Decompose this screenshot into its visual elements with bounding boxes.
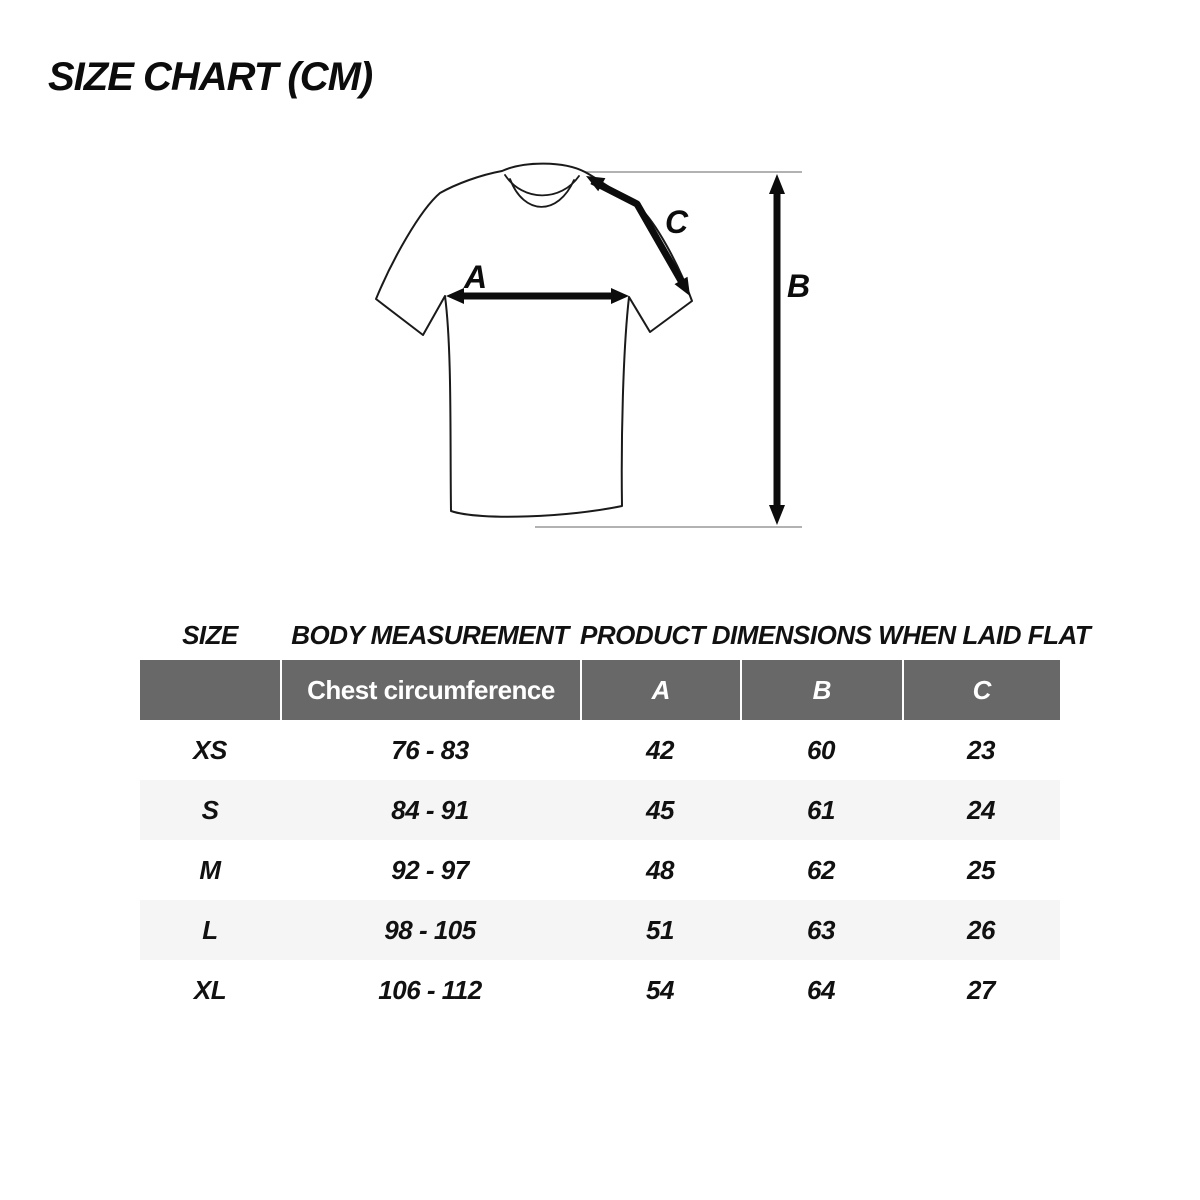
dim-c-value: 25 xyxy=(967,854,995,885)
size-cell: XS xyxy=(193,734,227,765)
size-table-subheader-row: Chest circumference A B C xyxy=(140,660,1060,720)
chest-value: 84 - 91 xyxy=(391,794,469,825)
dim-a-value: 48 xyxy=(646,854,674,885)
diagram-label-b: B xyxy=(787,268,810,304)
dim-b-value: 63 xyxy=(807,914,835,945)
dim-b-value: 61 xyxy=(807,794,835,825)
dim-a-value: 42 xyxy=(646,734,674,765)
dim-a-value: 51 xyxy=(646,914,674,945)
table-row-m: M 92 - 97 48 62 25 xyxy=(140,840,1060,900)
table-row-xl: XL 106 - 112 54 64 27 xyxy=(140,960,1060,1020)
page-title: SIZE CHART (CM) xyxy=(48,55,373,99)
header-product-dimensions: PRODUCT DIMENSIONS WHEN LAID FLAT xyxy=(580,619,1091,650)
table-row-s: S 84 - 91 45 61 24 xyxy=(140,780,1060,840)
size-cell: XL xyxy=(193,974,227,1005)
table-row-xs: XS 76 - 83 42 60 23 xyxy=(140,720,1060,780)
arrow-c xyxy=(586,176,690,296)
dim-b-value: 60 xyxy=(807,734,835,765)
subheader-col-b: B xyxy=(740,660,902,720)
size-cell: L xyxy=(202,914,218,945)
chest-value: 106 - 112 xyxy=(378,974,482,1005)
arrow-a xyxy=(446,288,629,304)
size-table: SIZE BODY MEASUREMENT PRODUCT DIMENSIONS… xyxy=(140,610,1091,1020)
dim-b-value: 62 xyxy=(807,854,835,885)
header-body-measurement: BODY MEASUREMENT xyxy=(291,619,569,650)
diagram-label-a: A xyxy=(463,259,487,295)
header-size: SIZE xyxy=(182,619,238,650)
dim-a-value: 54 xyxy=(646,974,674,1005)
diagram-label-c: C xyxy=(665,204,689,240)
chest-value: 98 - 105 xyxy=(384,914,476,945)
subheader-col-c: C xyxy=(902,660,1060,720)
chest-value: 76 - 83 xyxy=(391,734,469,765)
arrow-b xyxy=(769,174,785,525)
subheader-empty-cell xyxy=(140,660,280,720)
chest-value: 92 - 97 xyxy=(391,854,469,885)
dim-c-value: 23 xyxy=(967,734,995,765)
size-cell: S xyxy=(201,794,219,825)
dim-c-value: 26 xyxy=(967,914,995,945)
dim-a-value: 45 xyxy=(646,794,674,825)
tshirt-collar-opening xyxy=(509,178,575,208)
dim-b-value: 64 xyxy=(807,974,835,1005)
dim-c-value: 24 xyxy=(967,794,995,825)
dim-c-value: 27 xyxy=(967,974,995,1005)
size-table-header-row: SIZE BODY MEASUREMENT PRODUCT DIMENSIONS… xyxy=(140,610,1091,660)
tshirt-measurement-diagram: A B C xyxy=(375,162,810,528)
table-row-l: L 98 - 105 51 63 26 xyxy=(140,900,1060,960)
subheader-col-a: A xyxy=(580,660,740,720)
size-cell: M xyxy=(199,854,221,885)
subheader-chest-circumference: Chest circumference xyxy=(280,660,580,720)
